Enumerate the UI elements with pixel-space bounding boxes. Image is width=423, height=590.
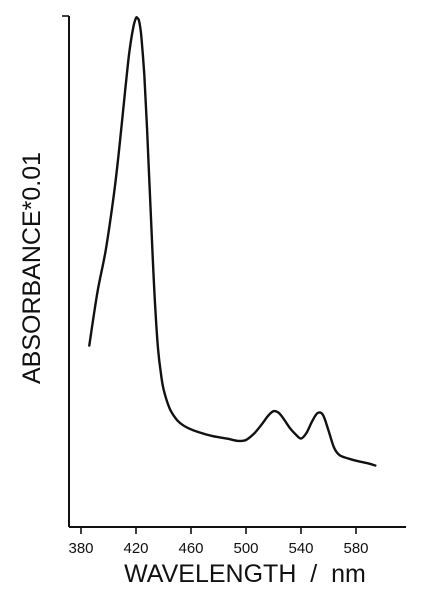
x-ticks: 380 420 460 500 540 580 [68,527,369,557]
x-tick-label-500: 500 [233,540,258,557]
x-tick-label-420: 420 [123,540,148,557]
absorbance-curve [88,16,377,467]
x-tick-label-380: 380 [68,540,93,557]
x-tick-label-540: 540 [288,540,313,557]
x-tick-label-460: 460 [178,540,203,557]
y-axis-title: ABSORBANCE*0.01 [18,152,46,384]
x-axis-title: WAVELENGTH / nm [124,560,366,588]
x-tick-label-580: 580 [343,540,368,557]
